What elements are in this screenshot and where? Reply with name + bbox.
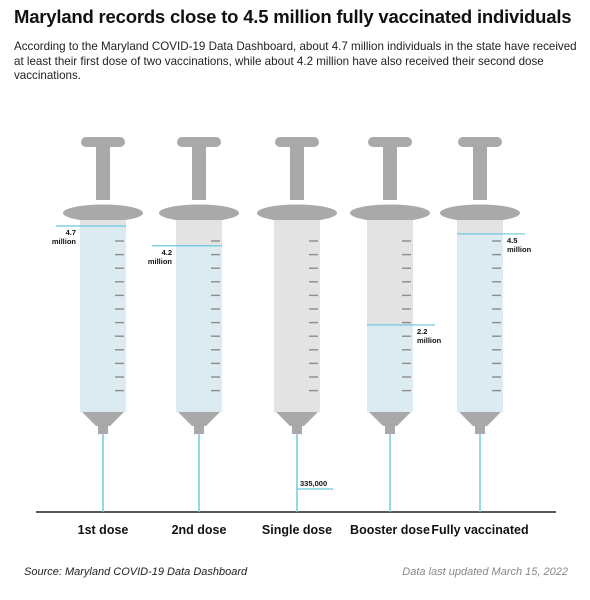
data-label: 4.7 million [52, 228, 77, 246]
syringe-tip [292, 426, 302, 434]
plunger-rod [192, 146, 206, 200]
syringe-hub [178, 412, 220, 426]
plunger-thumb [81, 137, 125, 147]
plunger-thumb [177, 137, 221, 147]
syringe-tip [475, 426, 485, 434]
category-label: Single dose [262, 523, 332, 537]
plunger-rod [96, 146, 110, 200]
fill-level [176, 245, 222, 412]
data-label: 2.2 million [417, 327, 442, 345]
category-label: Fully vaccinated [431, 523, 528, 537]
plunger-rod [473, 146, 487, 200]
chart-title: Maryland records close to 4.5 million fu… [14, 6, 572, 27]
data-label: 4.5 million [507, 236, 532, 254]
fill-level [367, 324, 413, 412]
fill-level [80, 226, 126, 412]
syringe-flange [440, 204, 520, 222]
chart-subtitle: According to the Maryland COVID-19 Data … [14, 40, 577, 83]
category-label: 1st dose [78, 523, 129, 537]
syringe-hub [459, 412, 501, 426]
data-label: 335,000 [300, 479, 327, 488]
syringe-hub [276, 412, 318, 426]
syringe-flange [63, 204, 143, 222]
syringe-tip [385, 426, 395, 434]
plunger-rod [383, 146, 397, 200]
plunger-rod [290, 146, 304, 200]
syringe-tip [194, 426, 204, 434]
plunger-thumb [275, 137, 319, 147]
data-label: 4.2 million [148, 248, 173, 266]
syringe-tip [98, 426, 108, 434]
category-label: 2nd dose [172, 523, 227, 537]
updated-note: Data last updated March 15, 2022 [402, 566, 568, 578]
syringe-flange [257, 204, 337, 222]
syringe-flange [350, 204, 430, 222]
source-note: Source: Maryland COVID-19 Data Dashboard [24, 566, 248, 578]
plunger-thumb [458, 137, 502, 147]
plunger-thumb [368, 137, 412, 147]
category-label: Booster dose [350, 523, 430, 537]
syringe-barrel [274, 220, 320, 412]
syringe-flange [159, 204, 239, 222]
syringe-hub [369, 412, 411, 426]
syringe-hub [82, 412, 124, 426]
